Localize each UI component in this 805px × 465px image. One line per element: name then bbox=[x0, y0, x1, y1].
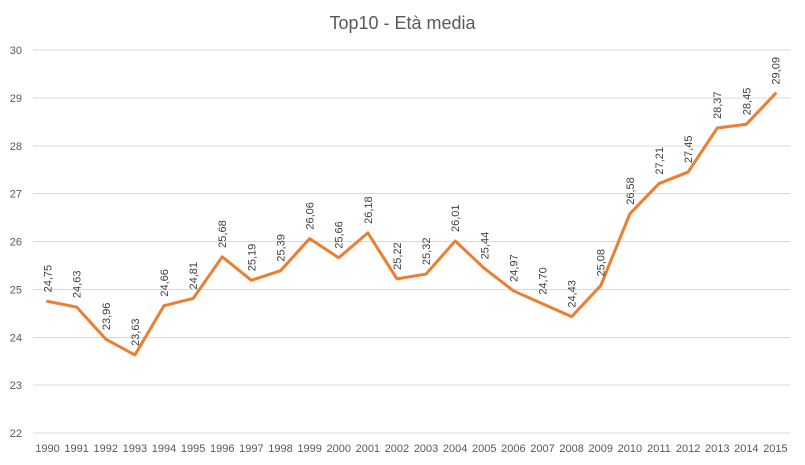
x-tick-label: 1996 bbox=[210, 443, 234, 455]
data-label: 25,66 bbox=[334, 221, 346, 249]
x-tick-label: 2015 bbox=[763, 443, 787, 455]
x-tick-label: 1991 bbox=[64, 443, 88, 455]
data-label: 23,96 bbox=[101, 303, 113, 331]
data-label: 25,44 bbox=[479, 232, 491, 260]
data-label: 23,63 bbox=[130, 318, 142, 346]
data-label: 25,08 bbox=[596, 249, 608, 277]
x-tick-label: 2008 bbox=[559, 443, 583, 455]
data-label: 27,21 bbox=[654, 147, 666, 175]
series-line bbox=[46, 92, 777, 357]
data-label: 25,19 bbox=[246, 244, 258, 272]
x-tick-label: 2001 bbox=[356, 443, 380, 455]
y-tick-label: 24 bbox=[10, 332, 22, 344]
y-tick-label: 28 bbox=[10, 141, 22, 153]
data-label: 28,37 bbox=[712, 92, 724, 120]
data-label: 24,97 bbox=[508, 254, 520, 282]
x-tick-label: 2012 bbox=[676, 443, 700, 455]
data-label: 24,70 bbox=[538, 267, 550, 295]
data-label: 26,58 bbox=[625, 177, 637, 205]
data-label: 26,06 bbox=[305, 202, 317, 230]
y-tick-label: 25 bbox=[10, 284, 22, 296]
y-tick-label: 27 bbox=[10, 189, 22, 201]
data-label: 24,81 bbox=[188, 262, 200, 290]
x-tick-label: 1990 bbox=[35, 443, 59, 455]
data-label: 26,18 bbox=[363, 196, 375, 224]
x-tick-label: 1998 bbox=[268, 443, 292, 455]
data-label: 24,43 bbox=[567, 280, 579, 308]
x-tick-label: 2011 bbox=[647, 443, 671, 455]
x-tick-label: 2005 bbox=[472, 443, 496, 455]
x-tick-label: 1993 bbox=[123, 443, 147, 455]
x-tick-label: 2000 bbox=[326, 443, 350, 455]
x-tick-label: 2002 bbox=[385, 443, 409, 455]
data-label: 25,68 bbox=[217, 220, 229, 248]
y-tick-label: 26 bbox=[10, 237, 22, 249]
x-tick-label: 2007 bbox=[530, 443, 554, 455]
y-tick-label: 29 bbox=[10, 93, 22, 105]
x-tick-label: 2014 bbox=[734, 443, 758, 455]
data-label: 24,63 bbox=[72, 271, 84, 299]
x-tick-label: 2010 bbox=[618, 443, 642, 455]
data-label: 27,45 bbox=[683, 136, 695, 164]
y-tick-label: 30 bbox=[10, 45, 22, 57]
data-label: 25,32 bbox=[421, 238, 433, 266]
x-tick-label: 2004 bbox=[443, 443, 467, 455]
x-tick-label: 1992 bbox=[94, 443, 118, 455]
y-tick-label: 22 bbox=[10, 428, 22, 440]
data-label: 25,39 bbox=[275, 234, 287, 262]
x-tick-label: 1997 bbox=[239, 443, 263, 455]
x-tick-label: 2006 bbox=[501, 443, 525, 455]
x-tick-label: 1999 bbox=[297, 443, 321, 455]
chart-title: Top10 - Età media bbox=[329, 13, 476, 33]
y-tick-label: 23 bbox=[10, 380, 22, 392]
data-label: 26,01 bbox=[450, 204, 462, 232]
data-label: 28,45 bbox=[741, 88, 753, 116]
x-tick-label: 1995 bbox=[181, 443, 205, 455]
x-tick-label: 2013 bbox=[705, 443, 729, 455]
data-label: 29,09 bbox=[770, 57, 782, 85]
x-tick-label: 2003 bbox=[414, 443, 438, 455]
data-label: 24,66 bbox=[159, 269, 171, 297]
x-tick-label: 1994 bbox=[152, 443, 176, 455]
data-label: 24,75 bbox=[43, 265, 55, 293]
x-tick-label: 2009 bbox=[589, 443, 613, 455]
data-label: 25,22 bbox=[392, 242, 404, 270]
